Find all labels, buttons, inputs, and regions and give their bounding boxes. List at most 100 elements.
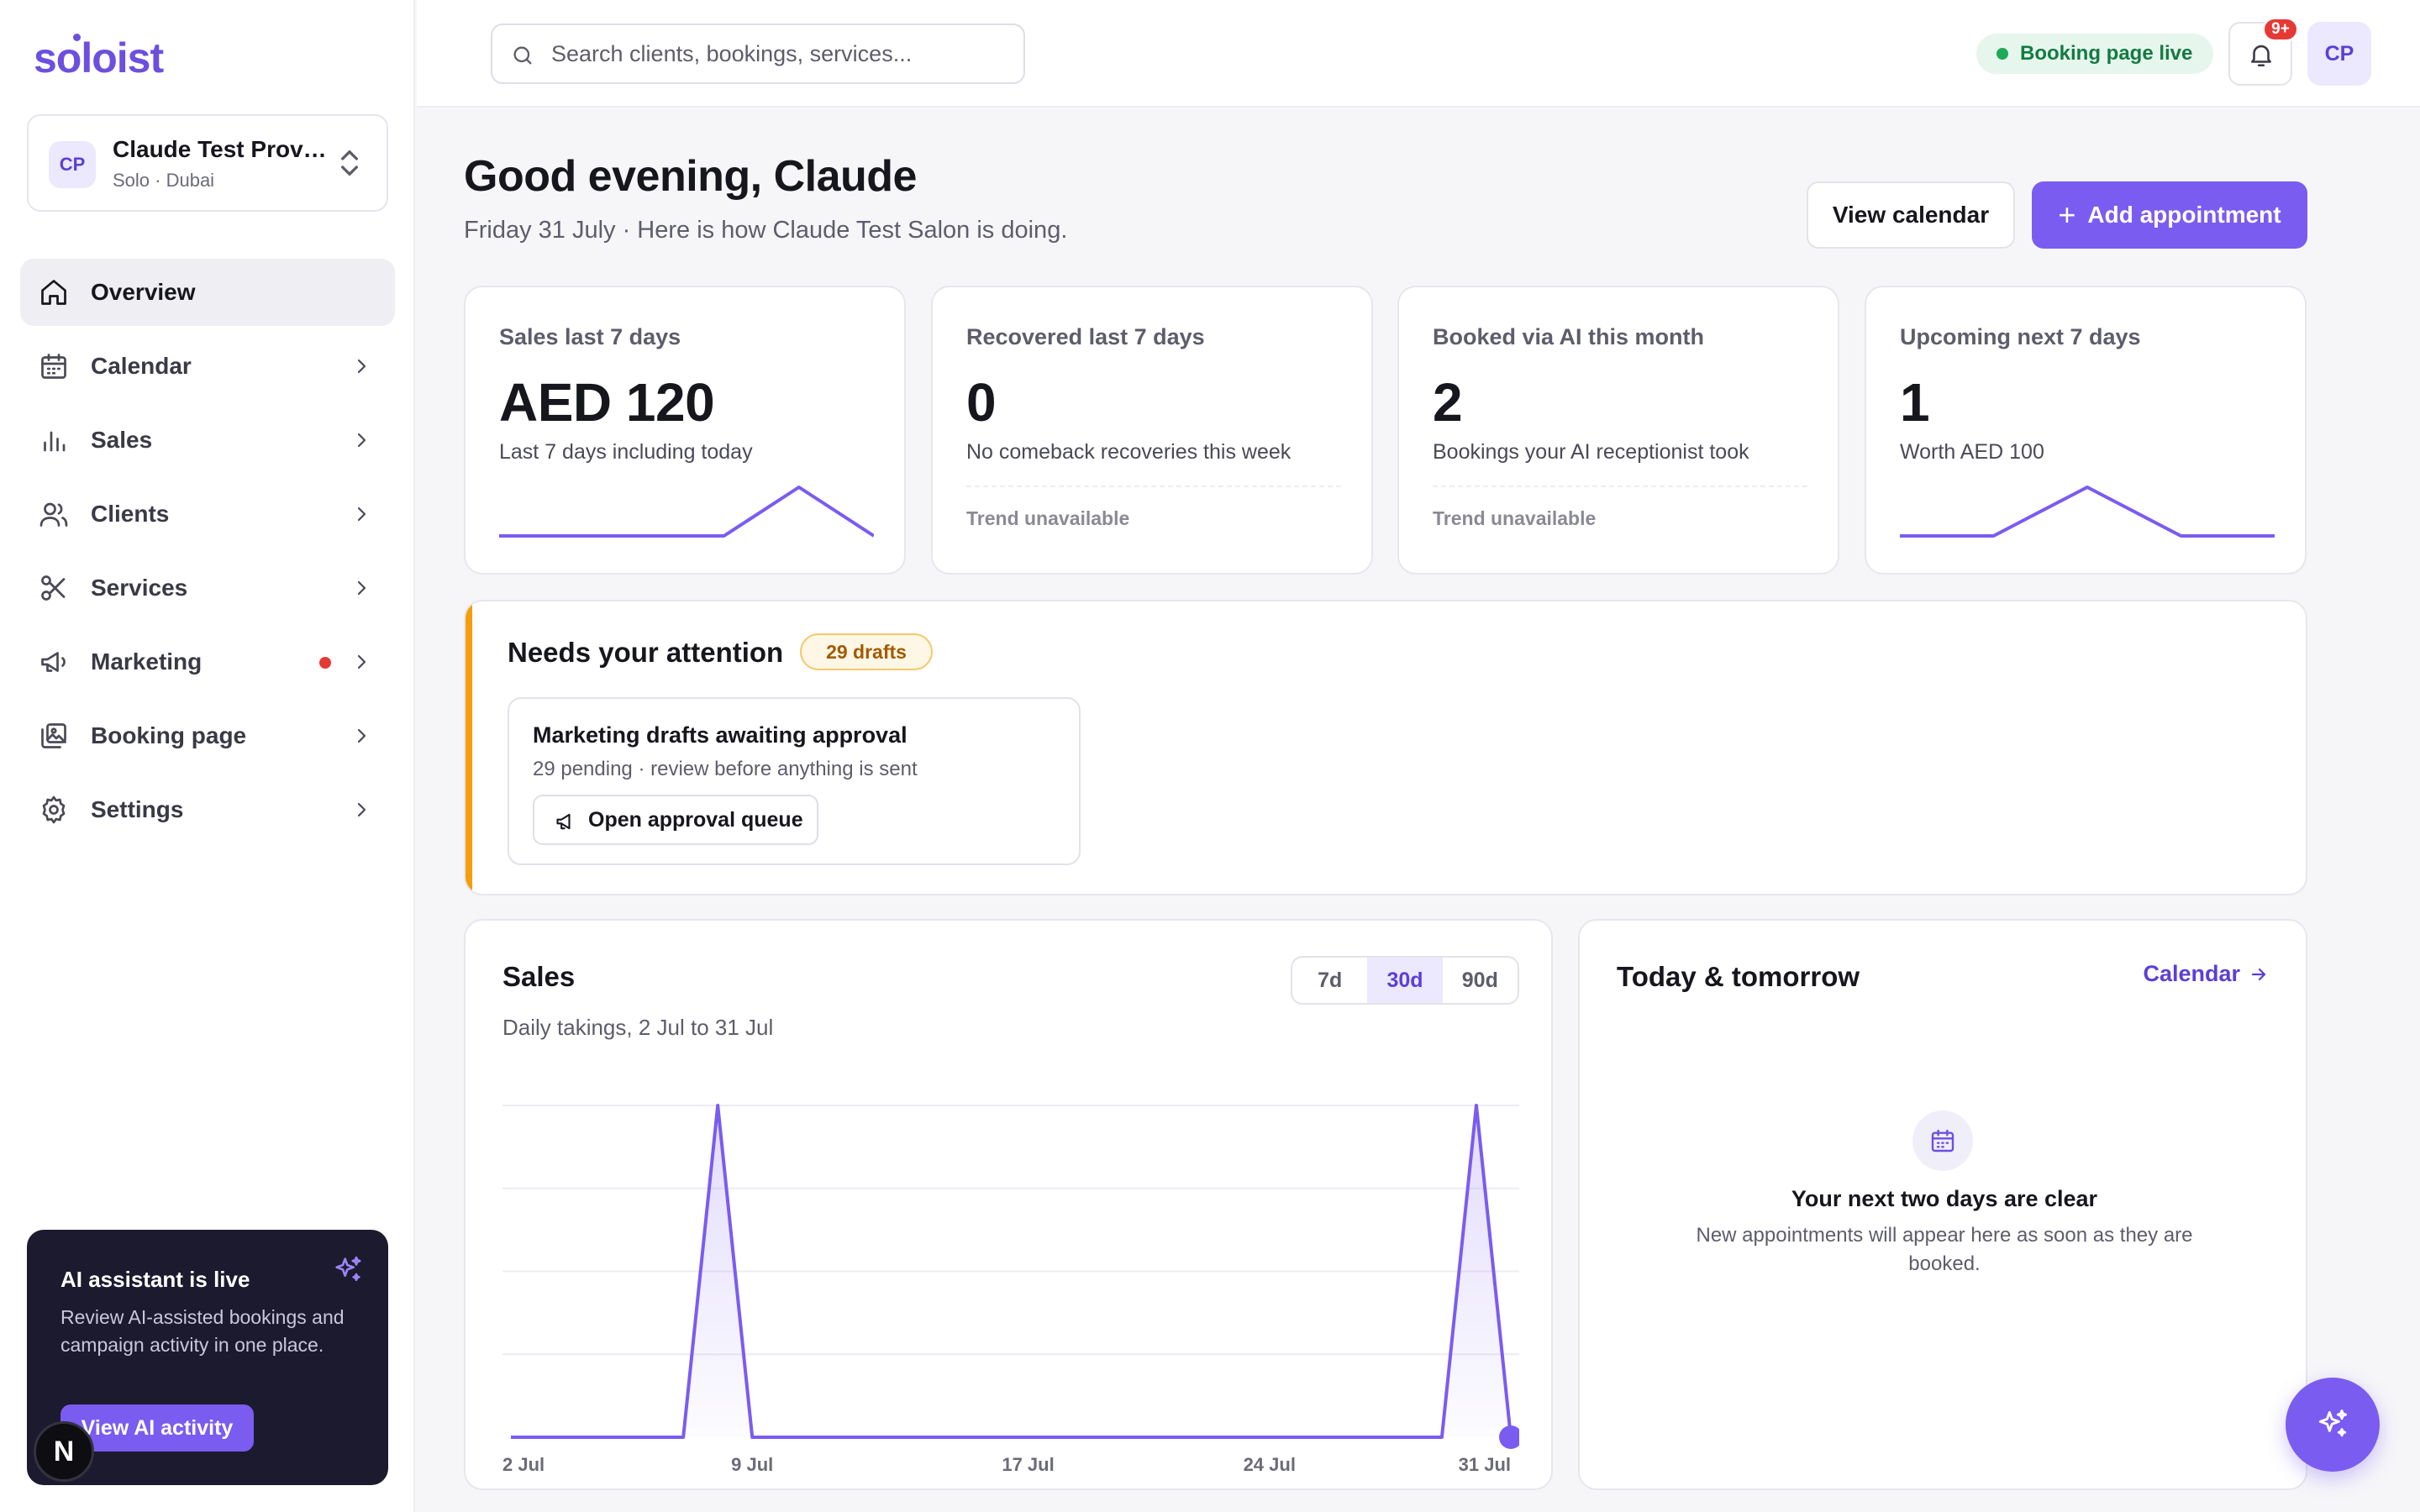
sales-panel: Sales Daily takings, 2 Jul to 31 Jul 7d … [464, 919, 1553, 1490]
sales-data-point[interactable] [1499, 1425, 1519, 1449]
sidebar-item-settings[interactable]: Settings [20, 776, 395, 843]
user-avatar[interactable]: CP [2307, 22, 2371, 86]
ai-card-title: AI assistant is live [60, 1267, 250, 1292]
add-appointment-button[interactable]: + Add appointment [2032, 181, 2307, 249]
arrow-right-icon [2251, 968, 2266, 980]
kpi-subtitle: Bookings your AI receptionist took [1433, 440, 1749, 464]
kpi-label: Sales last 7 days [499, 324, 681, 349]
search-input[interactable] [551, 35, 1005, 72]
divider [1433, 486, 1807, 487]
ai-assistant-fab[interactable] [2286, 1378, 2380, 1472]
sidebar-item-marketing[interactable]: Marketing [20, 628, 395, 696]
sparkline-chart [1900, 486, 2275, 538]
kpi-card-ai-bookings[interactable]: Booked via AI this month 2 Bookings your… [1397, 286, 1839, 575]
sidebar-item-services[interactable]: Services [20, 554, 395, 622]
chevron-right-icon [357, 654, 366, 669]
workspace-name: Claude Test Provider [113, 136, 331, 162]
kpi-subtitle: Worth AED 100 [1900, 440, 2044, 464]
sidebar: soloist CP Claude Test Provider Solo · D… [0, 0, 415, 1512]
ai-assistant-card: AI assistant is live Review AI-assisted … [27, 1230, 388, 1485]
sparkline-chart [499, 486, 874, 538]
add-appointment-label: Add appointment [2087, 202, 2281, 228]
warning-accent-bar [466, 601, 472, 894]
sparkline-series [499, 486, 874, 538]
sidebar-item-label: Settings [91, 796, 184, 822]
page-title: Good evening, Claude [464, 152, 917, 201]
workspace-subtitle: Solo · Dubai [113, 170, 215, 191]
kpi-card-upcoming[interactable]: Upcoming next 7 days 1 Worth AED 100 [1865, 286, 2307, 575]
today-tomorrow-panel: Today & tomorrow Calendar Your next two … [1578, 919, 2307, 1490]
sidebar-item-label: Overview [91, 279, 196, 305]
calendar-icon [41, 354, 66, 379]
chevron-right-icon [357, 359, 366, 374]
users-icon [39, 502, 68, 527]
booking-status-badge[interactable]: Booking page live [1976, 34, 2213, 74]
x-tick-label: 31 Jul [1459, 1454, 1511, 1475]
empty-state-title: Your next two days are clear [1791, 1186, 2098, 1211]
today-title: Today & tomorrow [1617, 961, 1860, 992]
sidebar-item-label: Booking page [91, 722, 247, 748]
draft-card-subtitle: 29 pending · review before anything is s… [533, 758, 918, 780]
notification-count-badge: 9+ [2262, 17, 2299, 42]
range-option-90d[interactable]: 90d [1461, 968, 1498, 992]
chevron-right-icon [357, 728, 366, 743]
scissors-icon [41, 575, 66, 601]
dev-tools-badge[interactable]: N [34, 1421, 94, 1482]
sidebar-item-calendar[interactable]: Calendar [20, 333, 395, 400]
view-ai-activity-button[interactable]: View AI activity [60, 1404, 254, 1452]
range-toggle: 7d 30d 90d [1291, 956, 1519, 1005]
plus-icon: + [2058, 197, 2076, 232]
kpi-card-recovered[interactable]: Recovered last 7 days 0 No comeback reco… [931, 286, 1373, 575]
bar-chart-icon [44, 431, 66, 452]
top-bar: Booking page live 9+ CP [417, 0, 2420, 108]
kpi-value: 2 [1433, 372, 1463, 433]
megaphone-icon [556, 813, 571, 830]
open-approval-queue-button[interactable]: Open approval queue [533, 795, 818, 845]
range-option-30d[interactable]: 30d [1367, 958, 1443, 1003]
sidebar-item-label: Clients [91, 501, 170, 527]
home-icon [41, 280, 66, 305]
image-gallery-icon [41, 723, 66, 748]
soloist-logo[interactable]: soloist [34, 34, 164, 81]
sidebar-item-clients[interactable]: Clients [20, 480, 395, 548]
sidebar-item-booking-page[interactable]: Booking page [20, 702, 395, 769]
gear-icon [42, 795, 66, 824]
booking-status-label: Booking page live [2020, 42, 2193, 65]
x-tick-label: 2 Jul [502, 1454, 544, 1475]
chevron-right-icon [357, 507, 366, 522]
status-dot [1996, 48, 2008, 60]
megaphone-icon [41, 652, 66, 672]
logo-dot [73, 34, 81, 41]
sidebar-item-overview[interactable]: Overview [20, 259, 395, 326]
page-subtitle: Friday 31 July · Here is how Claude Test… [464, 217, 1068, 244]
calendar-icon [1931, 1129, 1954, 1152]
kpi-value: 0 [966, 372, 997, 433]
bell-icon [2251, 45, 2271, 67]
needs-attention-panel: Needs your attention 29 drafts Marketing… [464, 600, 2307, 895]
chevron-right-icon [357, 802, 366, 817]
kpi-label: Recovered last 7 days [966, 324, 1205, 349]
chevron-right-icon [357, 433, 366, 448]
kpi-value: AED 120 [499, 372, 715, 433]
empty-state-description: New appointments will appear here as soo… [1696, 1224, 2193, 1275]
sidebar-item-sales[interactable]: Sales [20, 407, 395, 474]
sparkle-icon [2318, 1410, 2348, 1437]
marketing-drafts-card: Marketing drafts awaiting approval 29 pe… [508, 697, 1081, 865]
sales-area-chart: 2 Jul 9 Jul 17 Jul 24 Jul 31 Jul [502, 1104, 1519, 1475]
calendar-link[interactable]: Calendar [2143, 961, 2269, 987]
kpi-value: 1 [1900, 372, 1930, 433]
kpi-card-sales[interactable]: Sales last 7 days AED 120 Last 7 days in… [464, 286, 906, 575]
sidebar-item-label: Marketing [91, 648, 203, 675]
draft-card-title: Marketing drafts awaiting approval [533, 722, 908, 748]
kpi-label: Upcoming next 7 days [1900, 324, 2141, 349]
view-calendar-button[interactable]: View calendar [1807, 181, 2015, 249]
search-box[interactable] [491, 24, 1025, 84]
range-option-7d[interactable]: 7d [1318, 968, 1343, 992]
kpi-subtitle: No comeback recoveries this week [966, 440, 1292, 464]
drafts-count-badge: 29 drafts [800, 633, 933, 670]
calendar-link-label: Calendar [2143, 961, 2240, 986]
workspace-switcher[interactable]: CP Claude Test Provider Solo · Dubai [27, 114, 388, 212]
sidebar-item-label: Calendar [91, 353, 192, 379]
trend-unavailable-note: Trend unavailable [966, 507, 1130, 529]
kpi-subtitle: Last 7 days including today [499, 440, 753, 464]
